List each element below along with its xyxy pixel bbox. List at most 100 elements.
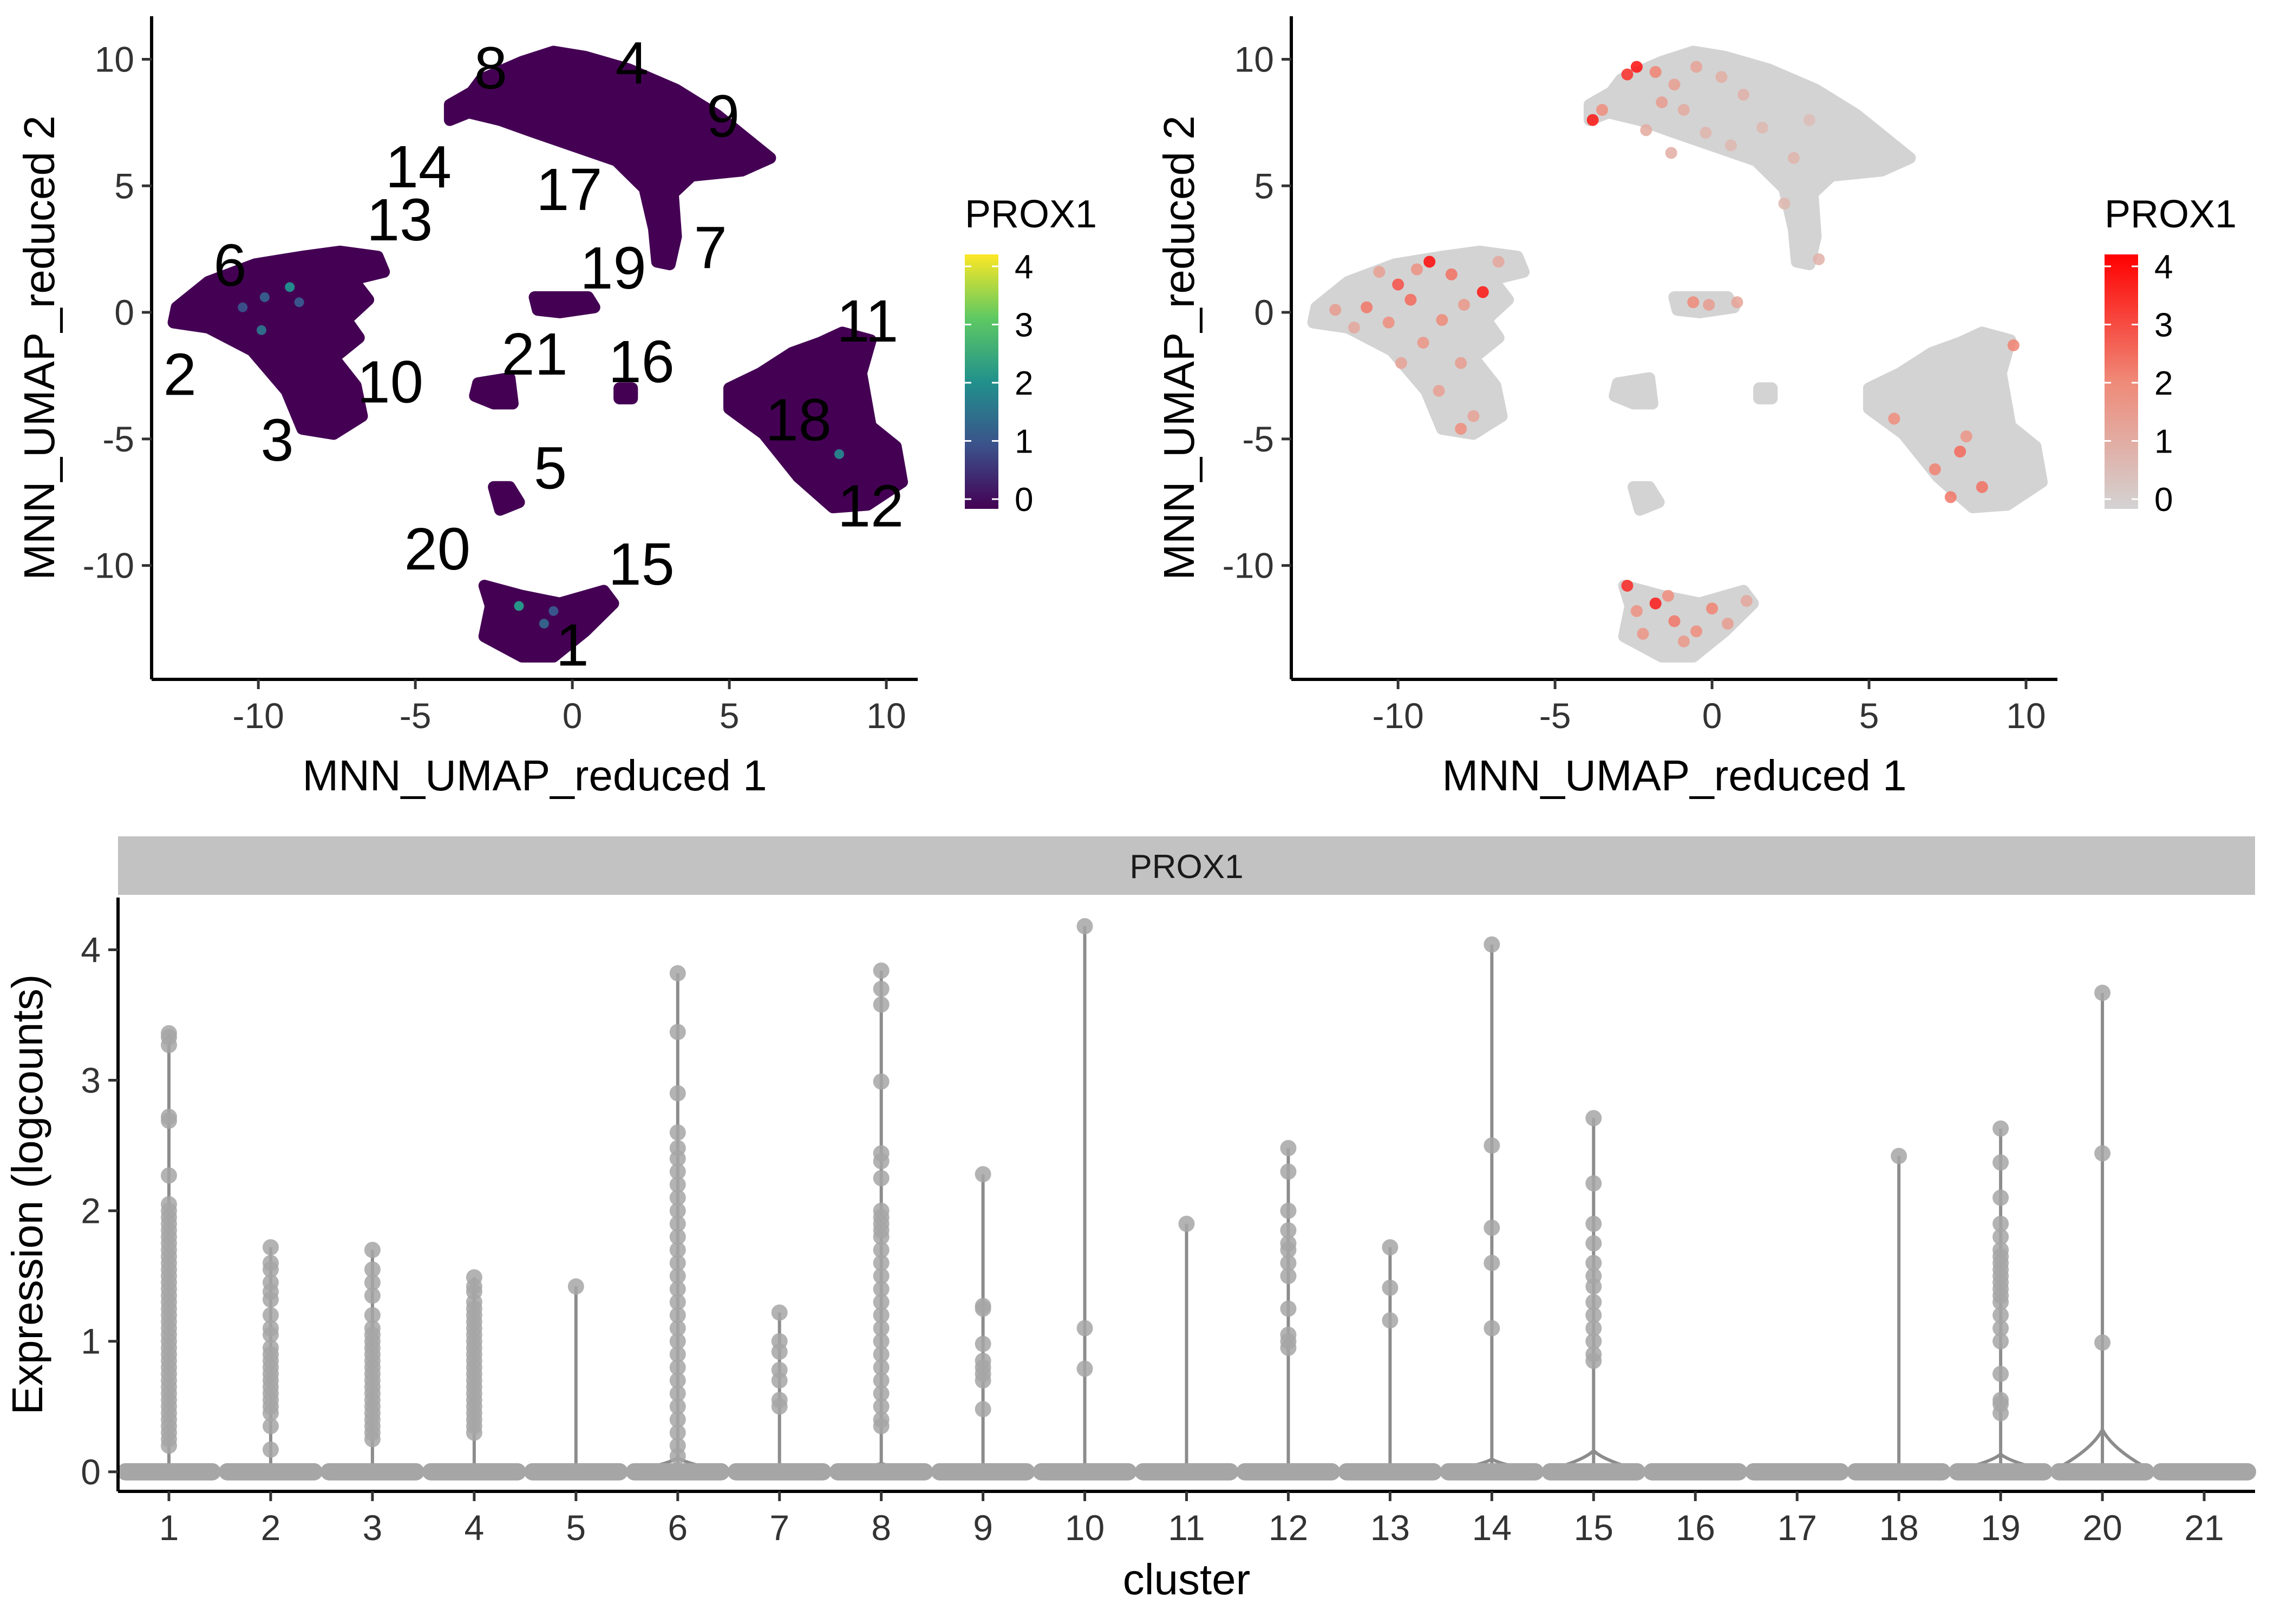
cluster-label-12: 12 (838, 473, 904, 539)
expression-point (1585, 1333, 1602, 1350)
expression-point (669, 965, 686, 981)
expression-point (1382, 1239, 1399, 1256)
expressing-cell (257, 325, 266, 335)
violin-cluster-8 (829, 962, 933, 1481)
expression-point (364, 1287, 381, 1304)
y-tick-label: 0 (114, 292, 134, 332)
expression-point (1280, 1140, 1297, 1156)
legend-title: PROX1 (965, 193, 1097, 236)
y-tick-label: 5 (1254, 166, 1274, 206)
expressing-cell (1888, 412, 1900, 425)
expressing-cell (1700, 127, 1712, 139)
expressing-cell (1392, 278, 1404, 291)
expression-point (1280, 1202, 1297, 1219)
cluster-label-17: 17 (536, 156, 602, 223)
expressing-cell (1373, 266, 1386, 278)
violin-cluster-12 (1236, 1140, 1341, 1481)
expression-point (669, 1150, 686, 1167)
expressing-cell (1722, 618, 1734, 630)
violin-cluster-18 (1847, 1148, 1951, 1481)
cell-cluster-1 (1583, 45, 1916, 271)
legend-tick-label: 1 (1015, 423, 1033, 461)
expression-point (567, 1278, 584, 1295)
cluster-label-11: 11 (837, 288, 898, 355)
violin-cluster-7 (727, 1304, 832, 1481)
expressing-cell (1677, 635, 1690, 647)
expression-point (1992, 1215, 2009, 1232)
x-tick-label: 19 (1981, 1508, 2020, 1548)
expression-point (669, 1163, 686, 1180)
y-tick-label: 1 (81, 1321, 101, 1361)
legend-colorbar (965, 254, 998, 509)
x-tick-label: 2 (261, 1508, 281, 1548)
expression-point (771, 1344, 788, 1360)
cluster-label-6: 6 (213, 232, 246, 299)
legend-tick-label: 0 (1015, 481, 1033, 519)
expression-point (669, 1372, 686, 1389)
expression-point (1585, 1352, 1602, 1369)
y-tick-label: 10 (1234, 39, 1274, 79)
expression-point (873, 1255, 890, 1272)
expression-point (873, 1241, 890, 1258)
x-tick-label: -10 (1372, 696, 1423, 736)
expression-point (669, 1333, 686, 1350)
expressing-cell (1433, 385, 1445, 397)
x-tick-label: 1 (159, 1508, 179, 1548)
expressing-cell (1731, 296, 1743, 309)
x-tick-label: -10 (232, 696, 284, 736)
legend-title: PROX1 (2105, 193, 2237, 236)
violin-cluster-20 (2050, 985, 2155, 1481)
expressing-cell (1630, 605, 1643, 617)
x-tick-label: 20 (2082, 1508, 2122, 1548)
expressing-cell (1740, 595, 1753, 607)
x-tick-label: -5 (1539, 696, 1571, 736)
expression-point (1076, 1360, 1093, 1377)
expressing-cell (548, 606, 559, 616)
cluster-label-21: 21 (501, 321, 567, 388)
expression-point (873, 1307, 890, 1324)
expression-point (262, 1307, 279, 1324)
x-tick-label: 14 (1472, 1508, 1512, 1548)
legend-tick-label: 2 (1015, 365, 1033, 402)
expression-point (771, 1372, 788, 1389)
cluster-label-13: 13 (367, 187, 433, 253)
expression-point (1484, 1137, 1500, 1154)
expressing-cell (1803, 114, 1815, 126)
y-tick-label: -10 (83, 546, 134, 586)
legend: PROX1 0 1 2 3 4 (965, 193, 1097, 519)
x-tick-label: 6 (668, 1508, 688, 1548)
expression-point (1280, 1163, 1297, 1180)
expression-point (669, 1448, 686, 1464)
expressing-cell (1361, 301, 1373, 313)
x-tick-label: 10 (866, 696, 906, 736)
expressing-cell (1929, 463, 1941, 475)
expression-point (669, 1411, 686, 1428)
expression-point (669, 1176, 686, 1193)
expression-point (1585, 1255, 1602, 1272)
cluster-label-14: 14 (385, 134, 452, 200)
expressing-cell (1737, 88, 1750, 101)
expressing-cell (1715, 71, 1728, 83)
expression-point (1585, 1110, 1602, 1127)
x-tick-label: 10 (2006, 696, 2046, 736)
expression-point (873, 980, 890, 997)
expression-point (1076, 1320, 1093, 1337)
violin-cluster-2 (218, 1239, 323, 1481)
expression-point (262, 1441, 279, 1458)
x-axis-title: MNN_UMAP_reduced 1 (1442, 751, 1906, 800)
expression-point (364, 1261, 381, 1278)
y-axis-title: MNN_UMAP_reduced 2 (1155, 115, 1203, 580)
expressing-cell (1637, 627, 1649, 640)
expression-point (669, 1268, 686, 1285)
expressing-cell (1756, 121, 1768, 134)
expression-point (1484, 1320, 1500, 1337)
expression-point (669, 1320, 686, 1337)
expression-point (1585, 1307, 1602, 1324)
x-tick-label: 16 (1676, 1508, 1715, 1548)
violin-cluster-11 (1134, 1215, 1239, 1481)
legend-tick-label: 4 (1015, 248, 1033, 286)
violin-cluster-1 (116, 1025, 221, 1481)
expressing-cell (1417, 337, 1429, 349)
